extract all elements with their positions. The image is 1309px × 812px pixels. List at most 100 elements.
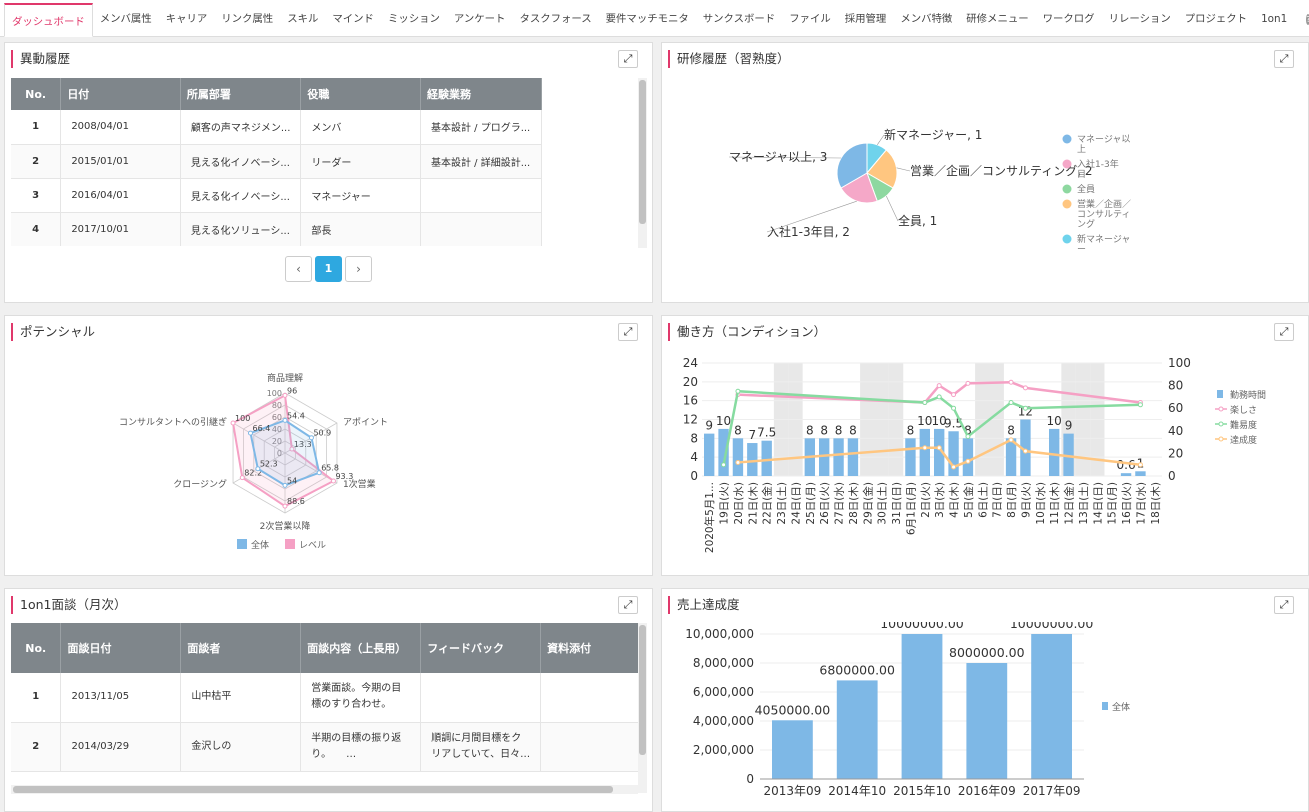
column-header[interactable]: 面談内容（上長用） — [300, 623, 422, 673]
tab-9[interactable]: 要件マッチモニタ — [605, 13, 689, 25]
radar-value-label: 52.3 — [260, 460, 278, 469]
tab-6[interactable]: ミッション — [387, 13, 440, 25]
legend-label: 難易度 — [1230, 419, 1257, 431]
bar — [966, 663, 1008, 779]
table-row[interactable]: 4 2017/10/01 見える化ソリューシ... 部長 — [11, 212, 542, 246]
tab-1[interactable]: メンバ属性 — [99, 13, 152, 25]
scrollbar[interactable] — [638, 623, 647, 793]
x-tick: 2016年09 — [958, 784, 1016, 798]
column-header[interactable]: No. — [11, 623, 62, 673]
column-header[interactable]: 所属部署 — [180, 78, 302, 110]
x-tick: 24日(日) — [790, 482, 802, 525]
bar-label: 8 — [964, 423, 972, 437]
expand-icon[interactable]: ⤢ — [618, 50, 638, 68]
radar-point — [239, 475, 245, 481]
table-row[interactable]: 2 2014/03/29 金沢しの 半期の目標の振り返り。 … 順調に月間目標をクリアし… — [11, 722, 638, 772]
current-page-button[interactable]: 1 — [315, 256, 342, 282]
bar — [901, 634, 943, 779]
table-row[interactable]: 2 2015/01/01 見える化イノベーシ... リーダー 基本設計 / 詳細設計..… — [11, 144, 542, 179]
bar-label: 9 — [705, 419, 713, 433]
legend-label: ング — [1077, 218, 1095, 230]
bar — [905, 438, 916, 476]
help-icon[interactable]: ? — [1306, 14, 1309, 25]
next-page-button[interactable]: › — [345, 256, 372, 282]
y-right-tick: 40 — [1168, 424, 1183, 438]
table-cell — [540, 673, 638, 723]
table-row[interactable]: 1 2013/11/05 山中枯平 営業面談。今期の目標のすり合わせ。 — [11, 673, 638, 723]
legend-label: ー — [1077, 245, 1086, 255]
tab-13[interactable]: メンバ特徴 — [900, 13, 953, 25]
tab-14[interactable]: 研修メニュー — [966, 13, 1029, 25]
tab-10[interactable]: サンクスボード — [702, 13, 776, 25]
radar-point — [247, 430, 253, 436]
line-point — [951, 405, 957, 411]
x-tick: 31日(日) — [891, 482, 903, 525]
pie-data-label: マネージャ以上, 3 — [729, 150, 827, 164]
bar — [772, 720, 813, 779]
tab-2[interactable]: キャリア — [165, 13, 208, 25]
column-header[interactable]: 面談者 — [180, 623, 302, 673]
legend-marker — [1062, 134, 1072, 144]
x-tick: 14日(日) — [1092, 482, 1104, 525]
bar — [1063, 433, 1074, 476]
tab-3[interactable]: リンク属性 — [221, 13, 274, 25]
tab-12[interactable]: 採用管理 — [844, 13, 887, 25]
y-tick: 0 — [746, 772, 754, 786]
radar-point — [282, 503, 288, 509]
expand-icon[interactable]: ⤢ — [618, 596, 638, 614]
bar-label: 0.6 — [1117, 458, 1136, 472]
radar-value-label: 100 — [235, 414, 250, 423]
tab-18[interactable]: 1on1 — [1261, 13, 1288, 25]
table-cell — [540, 722, 638, 772]
column-header[interactable]: 役職 — [300, 78, 421, 110]
y-tick: 6,000,000 — [693, 685, 754, 699]
line-point — [1137, 462, 1143, 468]
table-row[interactable]: 3 2016/04/01 見える化イノベーシ... マネージャー — [11, 178, 542, 213]
tab-17[interactable]: プロジェクト — [1184, 13, 1248, 25]
horizontal-scrollbar[interactable] — [11, 785, 638, 794]
tab-16[interactable]: リレーション — [1108, 13, 1171, 25]
radar-point — [282, 392, 288, 398]
prev-page-button[interactable]: ‹ — [285, 256, 312, 282]
table-cell: 営業面談。今期の目標のすり合わせ。 — [300, 673, 422, 723]
table-cell: 基本設計 / 詳細設計... — [420, 144, 542, 179]
column-header[interactable]: フィードバック — [420, 623, 542, 673]
tab-4[interactable]: スキル — [287, 13, 319, 25]
tab-7[interactable]: アンケート — [453, 13, 506, 25]
tab-15[interactable]: ワークログ — [1042, 13, 1095, 25]
bar — [704, 433, 715, 476]
bar — [962, 438, 974, 476]
expand-icon[interactable]: ⤢ — [618, 323, 638, 341]
expand-icon[interactable]: ⤢ — [1274, 323, 1294, 341]
table-row[interactable]: 1 2008/04/01 顧客の声マネジメン... メンバ 基本設計 / プログラ... — [11, 110, 542, 145]
column-header[interactable]: 面談日付 — [60, 623, 182, 673]
table-cell: 1 — [11, 673, 62, 723]
column-header[interactable]: 資料添付 — [540, 623, 638, 673]
x-tick: 8日(月) — [1006, 482, 1018, 518]
tab-11[interactable]: ファイル — [789, 13, 831, 25]
workstyle-panel: 働き方（コンディション） ⤢ 0 4 8 12 16 20 24 0 20 40 60 80 100 9 1… — [661, 315, 1309, 576]
x-tick: 21日(木) — [747, 482, 759, 525]
column-header[interactable]: No. — [11, 78, 62, 110]
radar-tick: 80 — [272, 401, 282, 410]
x-tick: 2014年10 — [828, 784, 886, 798]
tab-5[interactable]: マインド — [332, 13, 374, 25]
legend-label: 楽しさ — [1230, 404, 1257, 416]
tab-8[interactable]: タスクフォース — [519, 13, 592, 25]
column-header[interactable]: 経験業務 — [420, 78, 542, 110]
expand-icon[interactable]: ⤢ — [1274, 596, 1294, 614]
expand-icon[interactable]: ⤢ — [1274, 50, 1294, 68]
x-tick: 4日(木) — [949, 482, 961, 518]
scrollbar[interactable] — [638, 78, 647, 248]
bar — [718, 428, 729, 476]
radar-spoke — [232, 422, 286, 454]
column-header[interactable]: 日付 — [60, 78, 181, 110]
radar-axis-label: 商品理解 — [267, 372, 303, 384]
legend-marker — [1102, 702, 1108, 710]
x-tick: 10日(水) — [1035, 482, 1047, 525]
x-tick: 7日(日) — [992, 482, 1004, 518]
radar-point — [282, 417, 288, 423]
radar-value-label: 54.4 — [287, 411, 305, 420]
bar — [1005, 438, 1017, 476]
tab-0[interactable]: ダッシュボード — [4, 3, 93, 37]
